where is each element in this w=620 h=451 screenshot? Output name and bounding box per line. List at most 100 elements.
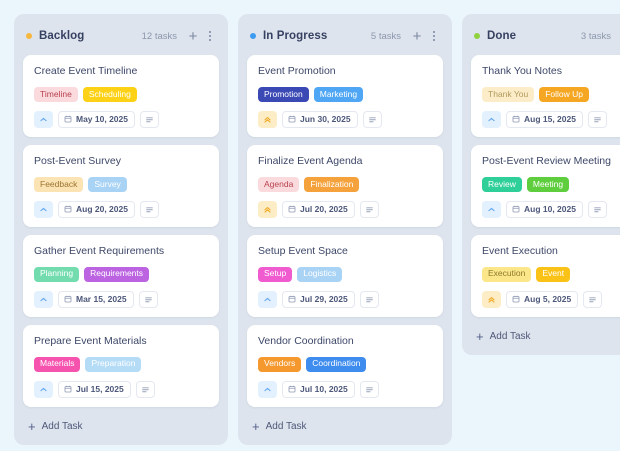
calendar-icon [288, 295, 296, 303]
due-date-chip[interactable]: Jul 20, 2025 [282, 200, 355, 218]
calendar-icon [288, 115, 296, 123]
due-date-chip[interactable]: Mar 15, 2025 [58, 290, 134, 308]
column-menu-icon[interactable] [203, 28, 217, 44]
add-task-button[interactable]: + Add Task [23, 415, 219, 437]
task-card[interactable]: Prepare Event Materials Materials Preparat… [23, 324, 219, 407]
due-date-chip[interactable]: May 10, 2025 [58, 110, 135, 128]
due-date-chip[interactable]: Aug 15, 2025 [506, 110, 583, 128]
description-icon[interactable] [359, 380, 379, 398]
tag-badge[interactable]: Review [482, 177, 522, 192]
description-icon[interactable] [362, 110, 382, 128]
description-icon[interactable] [139, 200, 159, 218]
due-date-text: Jun 30, 2025 [300, 114, 351, 125]
calendar-icon [288, 205, 296, 213]
status-dot-icon [474, 33, 480, 39]
column-menu-icon[interactable] [427, 28, 441, 44]
task-card[interactable]: Create Event Timeline Timeline Scheduling M… [23, 55, 219, 137]
task-count: 5 tasks [370, 30, 401, 42]
add-task-button[interactable]: + Add Task [471, 325, 620, 347]
tag-badge[interactable]: Setup [258, 266, 293, 282]
task-card[interactable]: Event Execution Execution Event Aug 5, 2025 [471, 234, 620, 317]
description-icon[interactable] [587, 110, 607, 128]
due-date-chip[interactable]: Jul 29, 2025 [282, 290, 355, 308]
tag-badge[interactable]: Follow Up [539, 87, 589, 102]
column-header-backlog: Backlog 12 tasks + [26, 26, 217, 46]
add-card-icon[interactable]: + [412, 27, 422, 45]
calendar-icon [64, 115, 72, 123]
description-icon[interactable] [359, 290, 379, 308]
calendar-icon [512, 295, 520, 303]
due-date-text: Aug 10, 2025 [524, 204, 576, 215]
card-footer: Jul 10, 2025 [258, 380, 432, 398]
tag-badge[interactable]: Timeline [34, 87, 78, 102]
priority-high-icon[interactable] [258, 110, 277, 128]
due-date-text: Jul 29, 2025 [300, 294, 348, 305]
task-card[interactable]: Post-Event Survey Feedback Survey Aug 20, 2… [23, 144, 219, 227]
task-card[interactable]: Finalize Event Agenda Agenda Finalization J… [247, 144, 443, 227]
plus-icon: + [28, 418, 36, 434]
tag-badge[interactable]: Survey [88, 177, 127, 192]
description-icon[interactable] [139, 110, 159, 128]
task-title: Post-Event Survey [34, 154, 121, 167]
tag-badge[interactable]: Promotion [258, 87, 309, 102]
tag-badge[interactable]: Materials [34, 356, 81, 372]
tag-badge[interactable]: Agenda [258, 177, 300, 192]
priority-normal-icon[interactable] [258, 380, 277, 398]
add-task-button[interactable]: + Add Task [247, 415, 443, 437]
tag-badge[interactable]: Finalization [304, 177, 360, 192]
description-icon[interactable] [138, 290, 158, 308]
priority-normal-icon[interactable] [482, 200, 501, 218]
task-title: Gather Event Requirements [34, 244, 165, 257]
column-header-in-progress: In Progress 5 tasks + [250, 26, 441, 46]
due-date-chip[interactable]: Aug 20, 2025 [58, 200, 135, 218]
plus-icon: + [476, 328, 484, 344]
tag-list: Agenda Finalization [258, 177, 432, 192]
add-task-label: Add Task [489, 330, 531, 342]
due-date-chip[interactable]: Jun 30, 2025 [282, 110, 358, 128]
task-title: Prepare Event Materials [34, 334, 147, 347]
priority-high-icon[interactable] [258, 200, 277, 218]
tag-badge[interactable]: Execution [482, 266, 532, 282]
tag-badge[interactable]: Meeting [526, 177, 570, 192]
task-title: Thank You Notes [482, 65, 562, 77]
description-icon[interactable] [359, 200, 379, 218]
description-icon[interactable] [587, 200, 607, 218]
tag-badge[interactable]: Logistics [297, 266, 343, 282]
task-card[interactable]: Vendor Coordination Vendors Coordination Ju… [247, 324, 443, 407]
task-card[interactable]: Setup Event Space Setup Logistics Jul 29, 2… [247, 234, 443, 317]
priority-high-icon[interactable] [482, 290, 501, 308]
add-card-icon[interactable]: + [188, 27, 198, 45]
task-title: Vendor Coordination [258, 334, 354, 347]
priority-normal-icon[interactable] [34, 200, 53, 218]
tag-badge[interactable]: Thank You [482, 87, 535, 102]
card-footer: May 10, 2025 [34, 110, 208, 128]
tag-badge[interactable]: Coordination [306, 356, 367, 372]
calendar-icon [64, 385, 72, 393]
due-date-chip[interactable]: Jul 10, 2025 [282, 380, 355, 398]
description-icon[interactable] [135, 380, 155, 398]
priority-normal-icon[interactable] [482, 110, 501, 128]
tag-badge[interactable]: Requirements [84, 266, 150, 282]
task-card[interactable]: Post-Event Review Meeting Review Meeting Au… [471, 144, 620, 227]
task-card[interactable]: Event Promotion Promotion Marketing Jun 30,… [247, 55, 443, 137]
due-date-chip[interactable]: Aug 10, 2025 [506, 200, 583, 218]
description-icon[interactable] [583, 290, 603, 308]
tag-badge[interactable]: Scheduling [82, 87, 137, 102]
tag-badge[interactable]: Planning [34, 266, 80, 282]
tag-badge[interactable]: Vendors [258, 356, 302, 372]
priority-normal-icon[interactable] [34, 110, 53, 128]
due-date-chip[interactable]: Aug 5, 2025 [506, 290, 579, 308]
tag-badge[interactable]: Preparation [85, 356, 142, 372]
tag-badge[interactable]: Marketing [313, 87, 364, 102]
tag-badge[interactable]: Event [536, 266, 571, 282]
due-date-chip[interactable]: Jul 15, 2025 [58, 380, 131, 398]
priority-normal-icon[interactable] [258, 290, 277, 308]
tag-list: Vendors Coordination [258, 356, 432, 372]
task-card[interactable]: Thank You Notes Thank You Follow Up Aug 15,… [471, 55, 620, 137]
card-footer: Jul 29, 2025 [258, 290, 432, 308]
priority-normal-icon[interactable] [34, 380, 53, 398]
tag-badge[interactable]: Feedback [34, 177, 84, 192]
task-card[interactable]: Gather Event Requirements Planning Require… [23, 234, 219, 317]
priority-normal-icon[interactable] [34, 290, 53, 308]
tag-list: Execution Event [482, 266, 620, 282]
